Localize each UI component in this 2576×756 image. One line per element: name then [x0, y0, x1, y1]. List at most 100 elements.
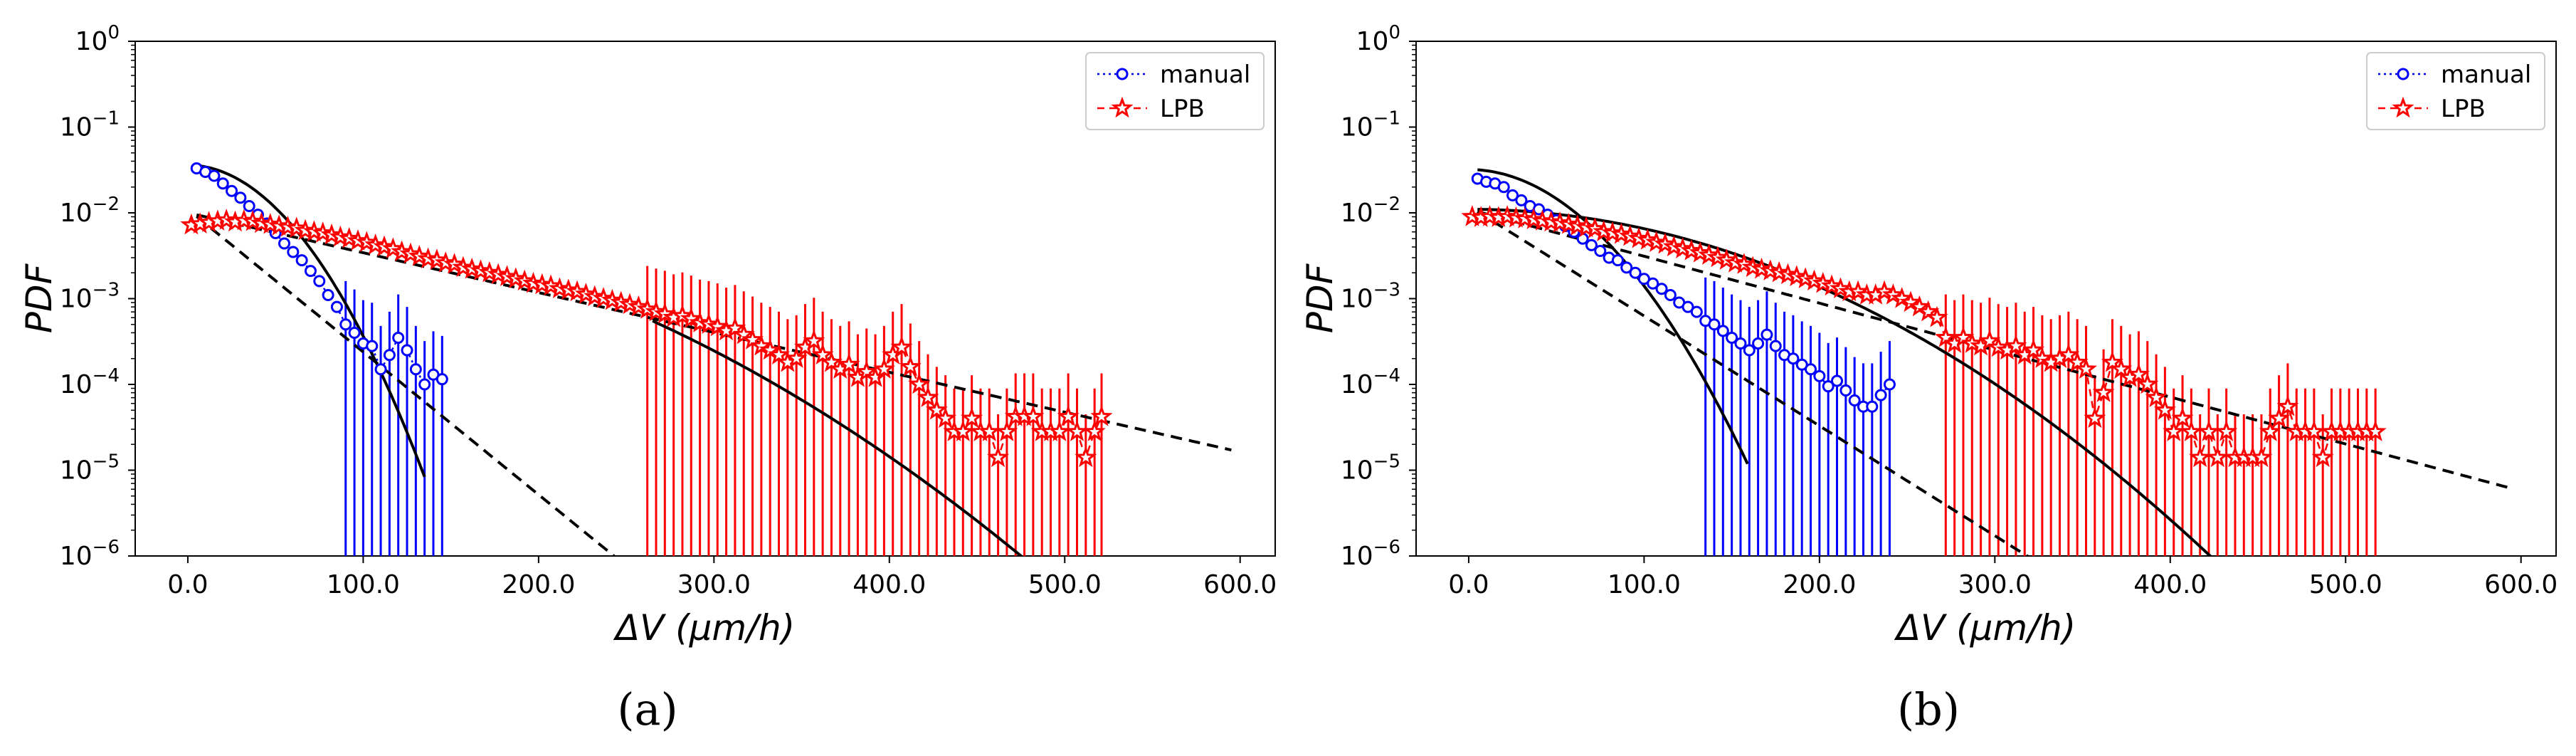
data-point-lpb [2022, 338, 2045, 360]
data-point-manual [234, 191, 247, 204]
data-point-manual [409, 363, 422, 376]
data-point-manual [348, 326, 361, 339]
y-tick-label: 10−1 [1341, 108, 1400, 142]
data-point-lpb [2206, 446, 2229, 468]
data-point-lpb [2171, 406, 2194, 429]
y-tick-label: 10−4 [1341, 365, 1400, 399]
fit-lpb-gaussian [1477, 208, 2212, 556]
x-tick-label: 0.0 [1448, 570, 1489, 599]
plot-area [1461, 168, 2513, 556]
data-point-lpb [1873, 280, 1896, 302]
panel-caption: (a) [617, 683, 677, 735]
data-point-lpb [2092, 381, 2115, 402]
data-point-lpb [934, 406, 957, 429]
data-point-lpb [2074, 357, 2098, 379]
data-point-manual [366, 340, 379, 352]
data-point-lpb [978, 420, 1001, 441]
fit-lpb-exponential [1477, 210, 2513, 490]
data-point-manual [278, 237, 290, 250]
y-tick-label: 10−5 [60, 451, 120, 485]
data-point-manual [1620, 261, 1633, 274]
data-point-lpb [917, 386, 939, 407]
data-point-lpb [908, 372, 931, 394]
legend-marker-lpb [1111, 96, 1134, 118]
x-tick-label: 100.0 [1608, 570, 1681, 599]
data-point-lpb [671, 304, 694, 325]
data-point-lpb [2031, 347, 2054, 368]
data-point-lpb [1829, 277, 1852, 298]
data-point-manual [1769, 340, 1782, 352]
data-point-lpb [2197, 420, 2220, 441]
data-point-lpb [2303, 420, 2326, 441]
data-point-lpb [2311, 446, 2334, 468]
data-point-lpb [2215, 420, 2238, 441]
y-tick-label: 10−1 [60, 108, 120, 142]
data-point-manual [383, 349, 396, 362]
data-point-manual [243, 199, 255, 212]
data-point-manual [1716, 325, 1729, 337]
data-point-manual [295, 254, 308, 267]
data-point-lpb [1926, 305, 1948, 327]
legend-marker-lpb [2392, 96, 2414, 118]
data-point-manual [304, 265, 317, 278]
data-point-lpb [2364, 420, 2387, 441]
data-point-lpb [1899, 290, 1922, 313]
y-tick-label: 10−3 [1341, 280, 1400, 314]
data-point-manual [1787, 352, 1800, 365]
data-point-manual [1690, 305, 1703, 318]
data-point-lpb [803, 329, 825, 351]
y-tick-label: 10−4 [60, 365, 120, 399]
chart-panel-b: 0.0 100.0 200.0 300.0 400.0 500.0 600.0 10−6 10−… [1299, 22, 2557, 735]
data-point-manual [1585, 238, 1598, 251]
data-point-manual [1655, 283, 1668, 295]
series-line-lpb [191, 219, 1103, 461]
data-point-lpb [750, 334, 773, 356]
data-point-manual [401, 344, 413, 357]
data-point-manual [1664, 289, 1677, 302]
y-tick-label: 10−3 [60, 280, 120, 314]
data-point-manual [1594, 244, 1607, 257]
data-point-lpb [811, 343, 834, 364]
legend-box [2366, 52, 2545, 130]
data-point-lpb [2163, 420, 2185, 441]
data-point-lpb [1583, 217, 1606, 238]
data-point-manual [1629, 266, 1642, 279]
data-point-lpb [1733, 253, 1756, 274]
fit-manual-exponential [1477, 210, 2030, 556]
x-tick-label: 600.0 [1203, 570, 1277, 599]
data-point-manual [1506, 189, 1519, 201]
legend: manual LPB [1085, 52, 1265, 130]
data-point-manual [1647, 277, 1659, 290]
x-axis-label: ΔV (μm/h) [613, 607, 795, 649]
y-tick-label: 10−2 [60, 194, 120, 228]
data-point-manual [1576, 232, 1589, 245]
data-point-manual [1831, 374, 1844, 387]
legend-label-lpb: LPB [2441, 95, 2486, 123]
y-tick-label: 10−5 [1341, 451, 1400, 485]
data-point-manual [339, 318, 352, 331]
x-tick-label: 400.0 [2133, 570, 2207, 599]
data-point-lpb [925, 398, 948, 420]
data-point-manual [330, 300, 343, 313]
y-tick-label: 10−2 [1341, 194, 1400, 228]
data-point-manual [1743, 344, 1756, 357]
data-point-lpb [996, 420, 1018, 441]
data-point-lpb [2153, 398, 2176, 420]
data-point-lpb [1048, 420, 1071, 441]
legend-marker-manual [2397, 68, 2409, 80]
x-tick-label: 300.0 [677, 570, 751, 599]
data-point-manual [1822, 380, 1835, 393]
data-point-manual [1805, 363, 1817, 376]
data-point-lpb [1022, 405, 1045, 426]
data-point-manual [1883, 378, 1896, 391]
y-axis-label: PDF [1299, 263, 1341, 334]
data-point-lpb [706, 315, 729, 337]
data-point-lpb [872, 357, 895, 379]
data-point-lpb [961, 406, 983, 429]
data-point-manual [392, 331, 405, 344]
data-point-manual [313, 275, 326, 288]
data-point-manual [1866, 400, 1879, 413]
x-tick-label: 500.0 [1028, 570, 1102, 599]
